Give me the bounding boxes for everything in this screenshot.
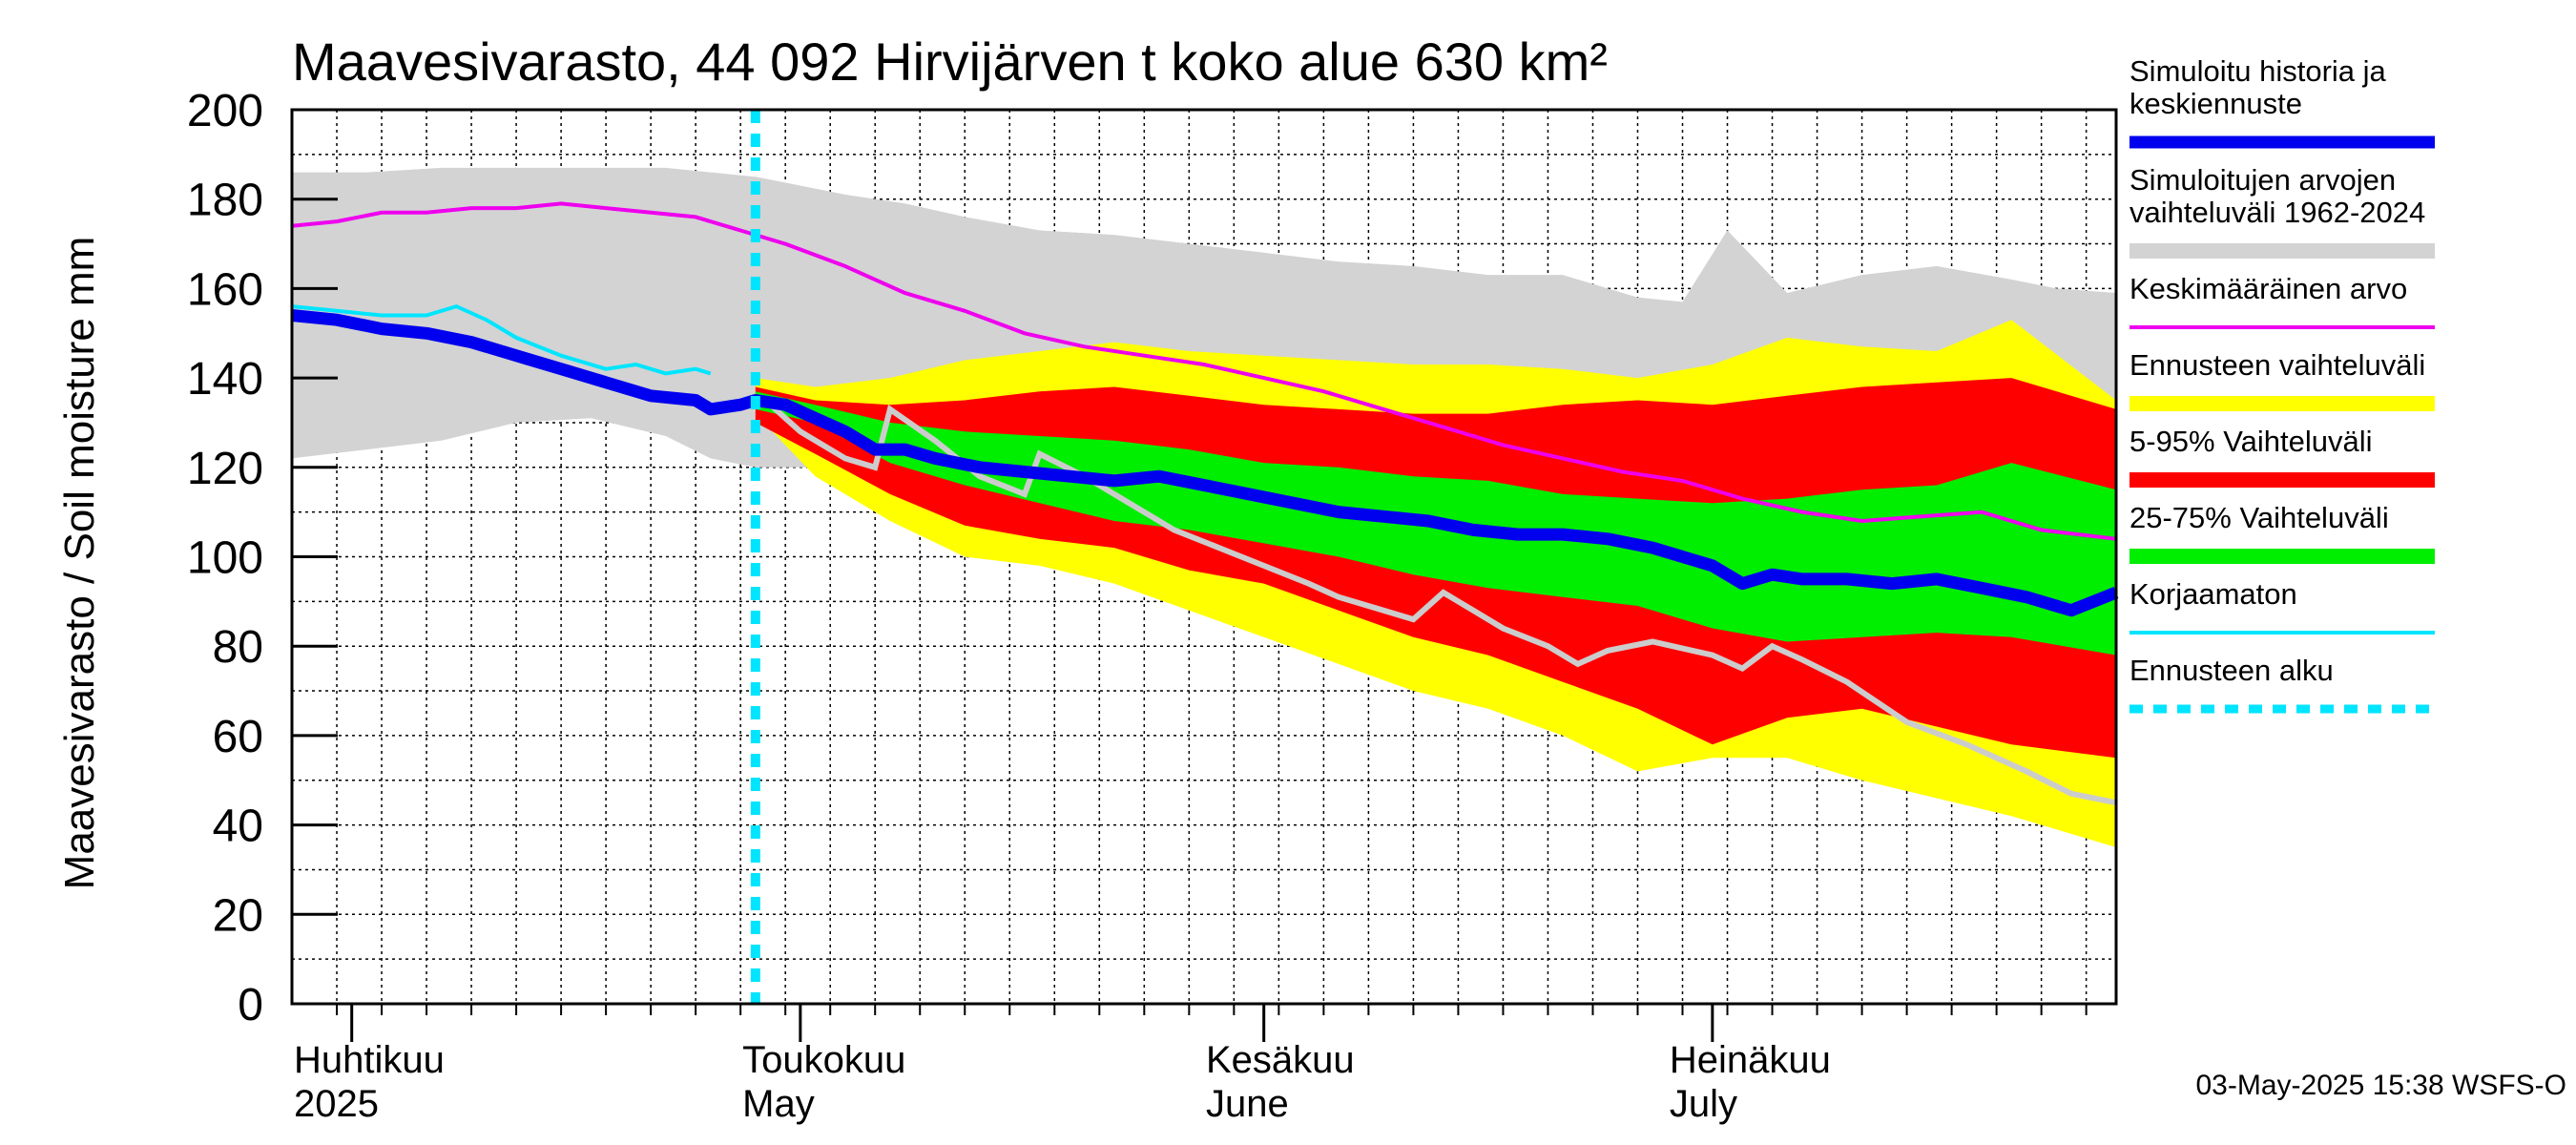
y-tick-label: 140: [187, 354, 263, 405]
y-axis-label: Maavesivarasto / Soil moisture mm: [56, 237, 103, 890]
legend-label: 5-95% Vaihteluväli: [2129, 425, 2372, 458]
uncorrected-line: [291, 303, 712, 376]
x-month-sublabel: June: [1206, 1083, 1289, 1125]
legend-label: Keskimääräinen arvo: [2129, 272, 2407, 305]
legend-swatch: [2129, 396, 2435, 411]
x-month-label: Huhtikuu: [294, 1039, 445, 1081]
x-month-sublabel: 2025: [294, 1083, 379, 1125]
legend-label: Simuloitujen arvojen: [2129, 163, 2396, 197]
x-month-sublabel: May: [742, 1083, 815, 1125]
legend-label: 25-75% Vaihteluväli: [2129, 501, 2389, 534]
y-tick-label: 200: [187, 86, 263, 136]
legend-swatch: [2129, 243, 2435, 259]
y-tick-label: 160: [187, 264, 263, 315]
mean-line: [291, 201, 2117, 541]
y-tick-label: 0: [238, 980, 263, 1030]
legend-label: Ennusteen vaihteluväli: [2129, 348, 2425, 382]
legend-label: keskiennuste: [2129, 87, 2302, 120]
y-tick-label: 120: [187, 444, 263, 494]
y-tick-label: 80: [213, 622, 263, 673]
footer-timestamp: 03-May-2025 15:38 WSFS-O: [2196, 1070, 2567, 1101]
legend-label: Ennusteen alku: [2129, 654, 2334, 687]
y-tick-label: 20: [213, 890, 263, 941]
x-month-label: Toukokuu: [742, 1039, 905, 1081]
legend-label: Korjaamaton: [2129, 577, 2297, 611]
plot-area: [291, 110, 2119, 1004]
x-month-label: Heinäkuu: [1670, 1039, 1831, 1081]
legend-swatch: [2129, 472, 2435, 488]
median-line: [291, 309, 2119, 617]
chart-title: Maavesivarasto, 44 092 Hirvijärven t kok…: [292, 31, 1608, 92]
x-month-sublabel: July: [1670, 1083, 1737, 1125]
legend-label: Simuloitu historia ja: [2129, 54, 2387, 88]
y-tick-label: 40: [213, 802, 263, 852]
legend-label: vaihteluväli 1962-2024: [2129, 196, 2425, 229]
x-month-label: Kesäkuu: [1206, 1039, 1355, 1081]
y-tick-label: 100: [187, 533, 263, 584]
y-tick-label: 60: [213, 712, 263, 762]
y-tick-label: 180: [187, 176, 263, 226]
legend-swatch: [2129, 549, 2435, 564]
